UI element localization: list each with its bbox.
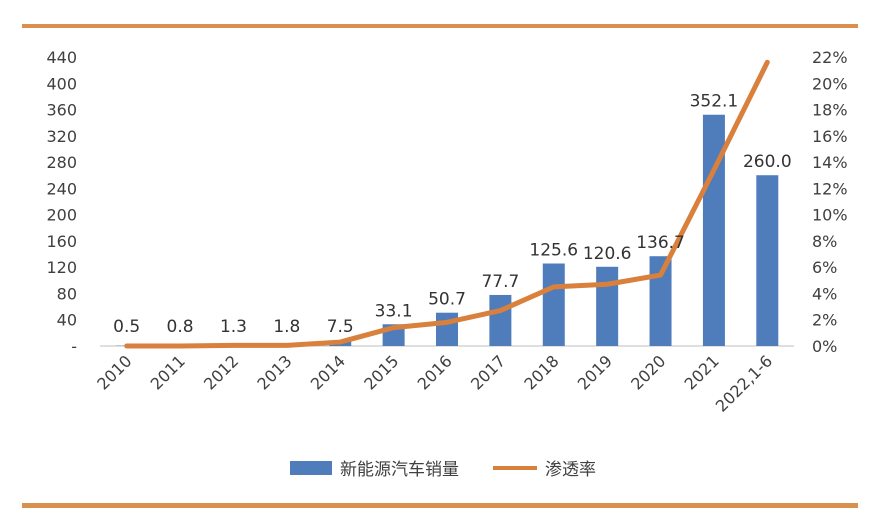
right-axis: 0% 2% 4% 6% 8% 10% 12% 14% 16% 18% 20% 22% bbox=[812, 48, 848, 356]
right-tick-label: 0% bbox=[812, 337, 837, 356]
x-tick-label: 2018 bbox=[520, 351, 562, 393]
bar-data-label: 352.1 bbox=[690, 92, 739, 112]
right-tick-label: 4% bbox=[812, 284, 837, 303]
top-divider bbox=[22, 24, 858, 28]
bar bbox=[649, 256, 672, 346]
right-tick-label: 16% bbox=[812, 127, 848, 146]
left-tick-label: 80 bbox=[57, 284, 77, 303]
right-tick-label: 14% bbox=[812, 153, 848, 172]
bar bbox=[756, 175, 779, 346]
chart-area: - 40 80 120 160 200 240 280 320 360 400 440 0% 2% 4% 6… bbox=[46, 48, 848, 416]
bar bbox=[542, 263, 565, 346]
x-tick-label: 2013 bbox=[253, 351, 295, 393]
bar-data-label: 0.5 bbox=[113, 317, 140, 337]
legend-label-sales: 新能源汽车销量 bbox=[340, 460, 459, 480]
legend: 新能源汽车销量 渗透率 bbox=[0, 455, 886, 480]
left-tick-label: 360 bbox=[46, 101, 77, 120]
x-tick-label: 2010 bbox=[93, 351, 135, 393]
legend-item-sales: 新能源汽车销量 bbox=[290, 455, 459, 480]
bar-series bbox=[115, 114, 779, 347]
left-tick-label: 200 bbox=[46, 206, 77, 225]
legend-swatch-line bbox=[493, 465, 537, 470]
left-tick-label: - bbox=[71, 337, 77, 356]
right-tick-label: 18% bbox=[812, 101, 848, 120]
x-tick-label: 2021 bbox=[681, 351, 723, 393]
footer-strip bbox=[0, 515, 886, 526]
x-tick-label: 2012 bbox=[200, 351, 242, 393]
x-tick-label: 2022,1-6 bbox=[712, 351, 776, 415]
x-tick-label: 2020 bbox=[627, 351, 669, 393]
x-tick-label: 2017 bbox=[467, 351, 509, 393]
penetration-line bbox=[124, 59, 770, 349]
left-tick-label: 280 bbox=[46, 153, 77, 172]
right-tick-label: 2% bbox=[812, 311, 837, 330]
bar-data-label: 260.0 bbox=[743, 152, 792, 172]
x-tick-label: 2015 bbox=[360, 351, 402, 393]
x-tick-label: 2011 bbox=[147, 351, 189, 393]
right-tick-label: 12% bbox=[812, 179, 848, 198]
bar-data-label: 1.3 bbox=[220, 317, 247, 337]
x-axis-ticks: 2010 2011 2012 2013 2014 2015 2016 2017 2018 2019… bbox=[93, 351, 776, 415]
left-tick-label: 320 bbox=[46, 127, 77, 146]
bar-data-label: 1.8 bbox=[273, 317, 300, 337]
bar bbox=[702, 114, 725, 347]
legend-swatch-bar bbox=[290, 460, 332, 475]
right-tick-label: 20% bbox=[812, 74, 848, 93]
legend-item-penetration: 渗透率 bbox=[493, 455, 596, 480]
bar-data-label: 50.7 bbox=[428, 290, 466, 310]
x-tick-label: 2019 bbox=[574, 351, 616, 393]
bar-data-label: 120.6 bbox=[583, 244, 632, 264]
left-tick-label: 400 bbox=[46, 74, 77, 93]
bar-data-label: 33.1 bbox=[375, 301, 413, 321]
left-tick-label: 120 bbox=[46, 258, 77, 277]
bar-data-label: 0.8 bbox=[167, 317, 194, 337]
bar-data-label: 7.5 bbox=[327, 317, 354, 337]
bar-data-label: 77.7 bbox=[481, 272, 519, 292]
right-tick-label: 8% bbox=[812, 232, 837, 251]
x-tick-label: 2016 bbox=[414, 351, 456, 393]
bottom-divider bbox=[22, 503, 858, 508]
bar-data-labels: 0.5 0.8 1.3 1.8 7.5 33.1 50.7 77.7 125.6 120.6136… bbox=[113, 92, 791, 337]
left-tick-label: 440 bbox=[46, 48, 77, 67]
left-tick-label: 40 bbox=[57, 311, 77, 330]
x-tick-label: 2014 bbox=[307, 351, 349, 393]
bar bbox=[596, 266, 619, 346]
bar-data-label: 125.6 bbox=[529, 241, 578, 261]
bar-data-label: 136.7 bbox=[636, 233, 685, 253]
right-tick-label: 22% bbox=[812, 48, 848, 67]
left-tick-label: 240 bbox=[46, 179, 77, 198]
line-series bbox=[124, 59, 770, 349]
bar bbox=[436, 312, 458, 346]
bar bbox=[489, 294, 512, 346]
legend-label-penetration: 渗透率 bbox=[545, 460, 596, 480]
left-axis: - 40 80 120 160 200 240 280 320 360 400 440 bbox=[46, 48, 77, 356]
left-tick-label: 160 bbox=[46, 232, 77, 251]
right-tick-label: 10% bbox=[812, 206, 848, 225]
right-tick-label: 6% bbox=[812, 258, 837, 277]
